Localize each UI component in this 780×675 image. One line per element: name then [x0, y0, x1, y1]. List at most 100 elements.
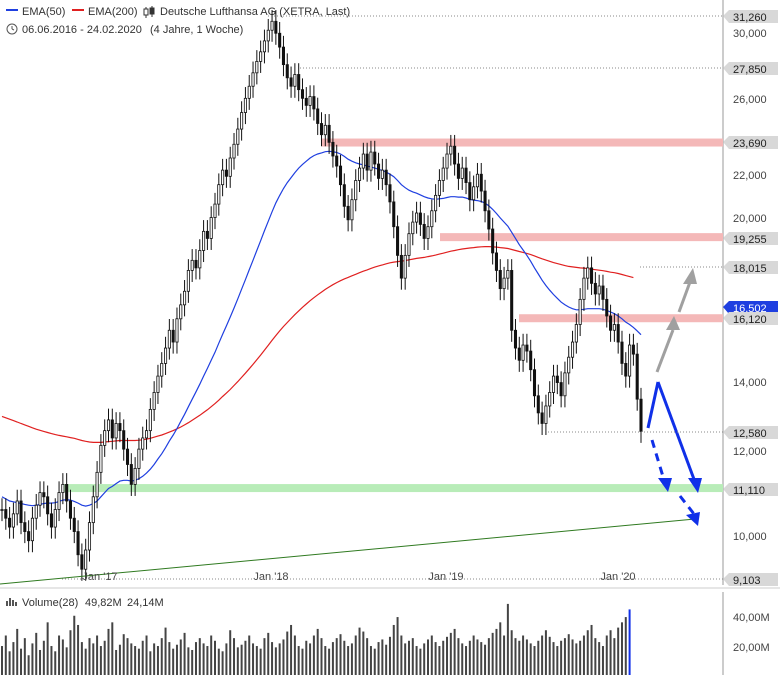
badge-9103-text: 9,103: [733, 575, 761, 587]
candle-body: [441, 167, 445, 181]
volume-bar: [73, 615, 76, 675]
candle: [125, 437, 130, 477]
candle-body: [468, 182, 472, 201]
candle: [483, 179, 487, 223]
badge-23690: [723, 136, 778, 149]
candle-body: [407, 233, 411, 256]
volume-bar: [8, 651, 11, 675]
volume-bar: [316, 628, 319, 675]
candle: [95, 461, 99, 509]
volume-bar: [358, 627, 361, 675]
candle-body: [262, 40, 266, 53]
chart-header: EMA(50) EMA(200) Deutsche Lufthansa AG (…: [6, 6, 350, 36]
candle: [205, 220, 209, 250]
candle: [156, 364, 160, 405]
volume-bar: [312, 635, 315, 675]
candle: [65, 473, 69, 513]
candle-body: [99, 444, 103, 473]
badge-12580-text: 12,580: [733, 428, 767, 440]
volume-bar: [255, 646, 258, 675]
volume-bar: [449, 632, 452, 675]
volume-bar: [153, 643, 156, 675]
candle-body: [434, 194, 438, 212]
candle: [228, 146, 232, 188]
volume-bar: [347, 646, 350, 675]
candle-body: [53, 509, 57, 528]
candle: [335, 144, 339, 178]
candle-body: [152, 392, 156, 410]
candle: [437, 169, 441, 207]
volume-bar: [480, 642, 483, 675]
badge-19255-text: 19,255: [733, 234, 767, 246]
volume-bars: [1, 603, 631, 675]
candle: [316, 97, 320, 136]
candle: [297, 63, 301, 102]
volume-bar: [141, 640, 144, 675]
candle: [72, 506, 76, 544]
candle-body: [103, 430, 107, 446]
candle-body: [228, 157, 232, 177]
volume-bar: [137, 648, 140, 675]
candle: [487, 199, 491, 241]
candle-body: [582, 277, 586, 300]
candle: [179, 293, 183, 331]
chart-title: Deutsche Lufthansa AG (XETRA, Last): [160, 6, 350, 18]
candle: [365, 142, 369, 182]
candle-body: [346, 205, 350, 221]
y-axis-ticks: 30,000 26,000 22,000 20,000 14,000 12,00…: [733, 28, 767, 543]
volume-bar: [476, 639, 479, 675]
candle-body: [281, 46, 285, 66]
candle-body: [202, 230, 206, 251]
candle-body: [586, 267, 590, 279]
volume-bar: [499, 622, 502, 675]
candle: [4, 498, 8, 530]
candle-body: [27, 531, 31, 542]
candle: [639, 387, 643, 443]
candle: [247, 74, 251, 110]
candle-body: [8, 517, 12, 528]
candle: [49, 502, 53, 539]
candle: [141, 426, 145, 461]
volume-bar: [46, 622, 49, 675]
candle-body: [145, 430, 149, 439]
volume-bar: [149, 651, 152, 675]
volume-bar: [164, 627, 167, 675]
candle-body: [118, 423, 122, 432]
volume-bar: [571, 639, 574, 675]
candles-layer: [0, 10, 643, 581]
volume-bar: [620, 622, 623, 675]
candle-body: [87, 522, 92, 551]
arrow-gray-1: [655, 329, 675, 373]
candle-body: [65, 483, 69, 502]
candle-body: [164, 347, 168, 364]
volume-bar: [202, 643, 205, 675]
candle-body: [91, 496, 95, 524]
candle-body: [42, 492, 46, 498]
candle: [392, 190, 396, 239]
candle-body: [316, 108, 320, 124]
candle-body: [129, 464, 133, 485]
candle-body: [34, 504, 38, 519]
candle-body: [285, 64, 289, 79]
candle-body: [350, 199, 354, 221]
candle: [183, 280, 187, 317]
candle-body: [365, 153, 369, 171]
candle-body: [430, 210, 434, 228]
candle-body: [590, 267, 594, 284]
candle: [513, 319, 518, 360]
volume-bar: [12, 642, 15, 675]
x-axis-ticks: Jan '17 Jan '18 Jan '19 Jan '20: [82, 571, 635, 583]
volume-bar: [96, 635, 99, 675]
volume-bar: [487, 638, 490, 675]
candle: [358, 156, 362, 193]
volume-bar: [23, 638, 26, 675]
volume-bar: [194, 642, 197, 675]
price-badges: 31,260 27,850 23,690 19,255 18,015 16,50…: [723, 10, 778, 587]
candle: [494, 241, 498, 282]
volume-bar: [27, 655, 30, 675]
candle-body: [453, 145, 457, 165]
volume-value-avg: 24,14M: [127, 597, 164, 609]
volume-bar: [343, 640, 346, 675]
volume-bar: [331, 642, 334, 675]
candle: [164, 336, 168, 375]
